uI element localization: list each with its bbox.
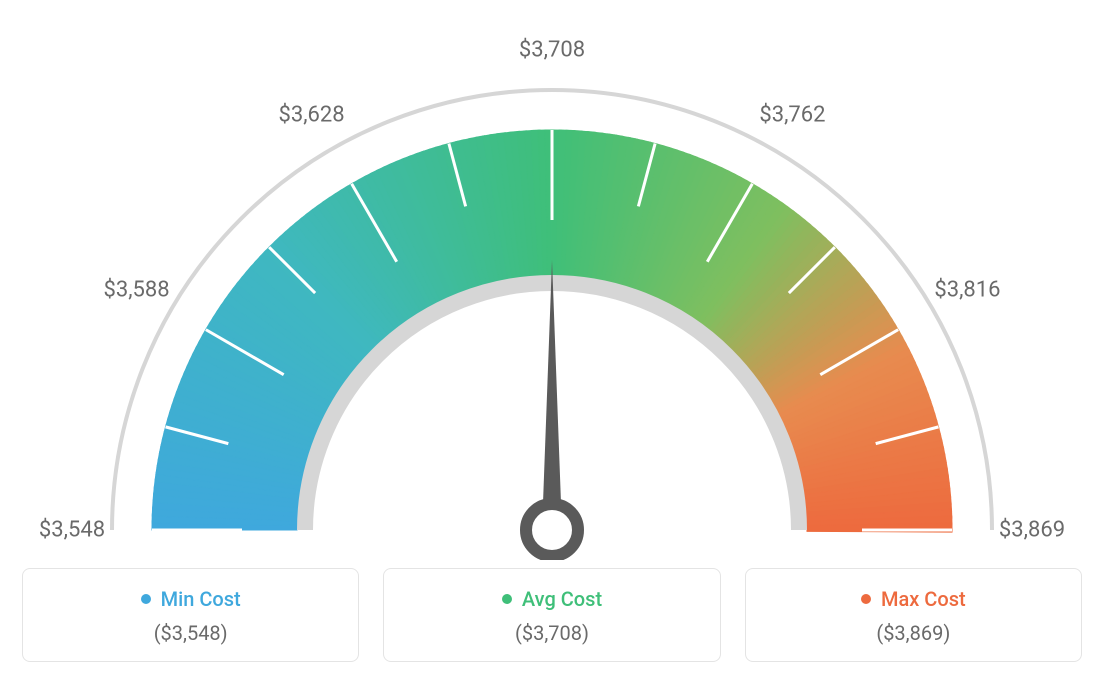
legend-label: Min Cost [161, 587, 241, 611]
min-cost-card: Min Cost ($3,548) [22, 568, 359, 662]
gauge-tick-label: $3,762 [759, 102, 825, 127]
legend-label: Max Cost [881, 587, 966, 611]
legend-value: ($3,548) [45, 621, 336, 645]
gauge-tick-label: $3,816 [934, 277, 1000, 302]
legend-title: Max Cost [861, 587, 966, 611]
max-cost-card: Max Cost ($3,869) [745, 568, 1082, 662]
gauge-tick-label: $3,708 [519, 38, 585, 63]
avg-cost-card: Avg Cost ($3,708) [383, 568, 720, 662]
gauge-hub [526, 504, 578, 556]
legend-value: ($3,708) [406, 621, 697, 645]
legend-dot-icon [502, 594, 512, 604]
legend-value: ($3,869) [768, 621, 1059, 645]
gauge-needle [542, 260, 562, 530]
gauge-tick-label: $3,628 [278, 102, 344, 127]
legend-row: Min Cost ($3,548) Avg Cost ($3,708) Max Cost… [22, 568, 1082, 662]
gauge-tick-label: $3,548 [39, 518, 105, 543]
legend-label: Avg Cost [522, 587, 602, 611]
gauge-tick-label: $3,869 [999, 518, 1065, 543]
gauge-tick-label: $3,588 [103, 277, 169, 302]
legend-dot-icon [861, 594, 871, 604]
gauge-svg [22, 20, 1082, 560]
legend-dot-icon [141, 594, 151, 604]
gauge-chart: $3,548 $3,588 $3,628 $3,708 $3,762 $3,816 $3,8… [22, 20, 1082, 560]
legend-title: Min Cost [141, 587, 241, 611]
legend-title: Avg Cost [502, 587, 602, 611]
